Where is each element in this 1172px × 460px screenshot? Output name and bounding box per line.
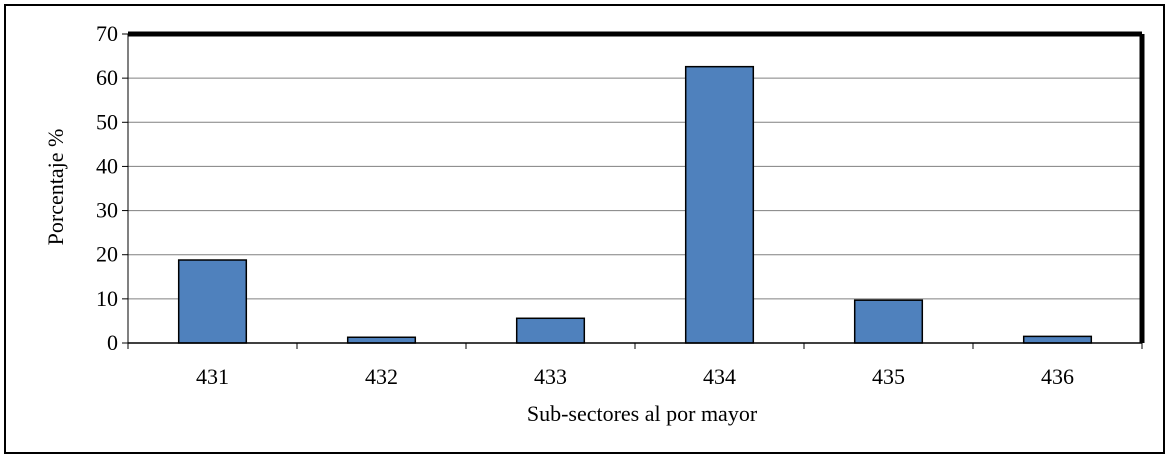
x-tick-label: 432 <box>365 364 398 389</box>
y-tick-label: 40 <box>96 153 118 178</box>
y-tick-label: 30 <box>96 198 118 223</box>
bar-431 <box>177 259 248 344</box>
y-axis-title: Porcentaje % <box>43 129 68 246</box>
bar-432 <box>346 336 417 344</box>
x-tick-label: 433 <box>534 364 567 389</box>
y-tick-label: 10 <box>96 286 118 311</box>
x-tick-label: 431 <box>196 364 229 389</box>
y-tick-labels: 0 10 20 30 40 50 60 70 <box>96 21 118 355</box>
bar-433 <box>515 317 586 344</box>
bar-434 <box>684 65 755 344</box>
y-tick-label: 70 <box>96 21 118 46</box>
x-tick-label: 436 <box>1041 364 1074 389</box>
x-tick-labels: 431 432 433 434 435 436 <box>196 364 1074 389</box>
y-tick-label: 20 <box>96 242 118 267</box>
y-tick-label: 60 <box>96 65 118 90</box>
y-tick-label: 50 <box>96 109 118 134</box>
x-tick-label: 435 <box>872 364 905 389</box>
x-tick-label: 434 <box>703 364 736 389</box>
chart-frame <box>4 4 1165 454</box>
axes <box>122 31 1145 349</box>
x-axis-title: Sub-sectores al por mayor <box>527 401 758 426</box>
bars <box>177 65 1093 344</box>
y-tick-label: 0 <box>107 330 118 355</box>
bar-436 <box>1022 335 1093 344</box>
gridlines <box>128 33 1142 300</box>
bar-435 <box>853 299 924 344</box>
